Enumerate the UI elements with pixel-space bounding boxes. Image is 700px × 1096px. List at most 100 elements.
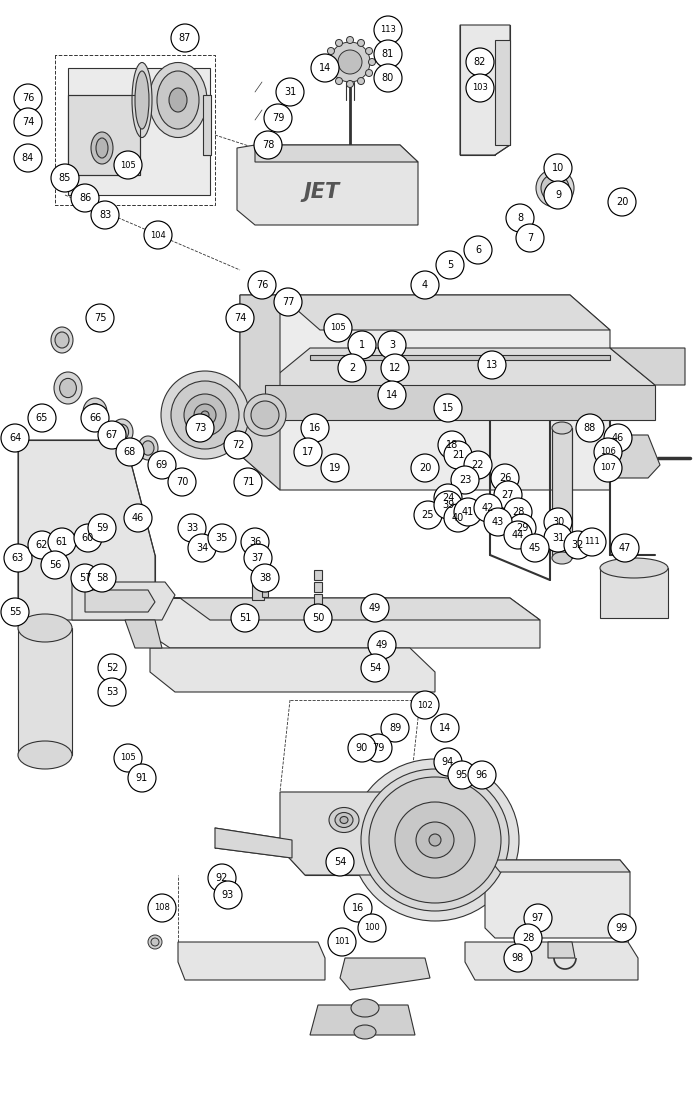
- Ellipse shape: [194, 404, 216, 426]
- Circle shape: [365, 47, 372, 55]
- Circle shape: [491, 464, 519, 492]
- Circle shape: [434, 491, 462, 520]
- Ellipse shape: [550, 183, 560, 193]
- Ellipse shape: [149, 62, 207, 137]
- Polygon shape: [310, 1005, 415, 1035]
- Text: 68: 68: [124, 447, 136, 457]
- Bar: [203, 95, 211, 155]
- Circle shape: [364, 734, 392, 762]
- Circle shape: [524, 904, 552, 932]
- Bar: [314, 582, 322, 592]
- Circle shape: [254, 132, 282, 159]
- Polygon shape: [68, 68, 210, 195]
- Circle shape: [358, 78, 365, 84]
- Text: 20: 20: [419, 463, 431, 473]
- Text: 100: 100: [364, 924, 380, 933]
- Circle shape: [374, 64, 402, 92]
- Circle shape: [294, 438, 322, 466]
- Circle shape: [346, 80, 354, 88]
- Text: 75: 75: [94, 313, 106, 323]
- Circle shape: [328, 69, 335, 77]
- Polygon shape: [610, 349, 685, 385]
- Ellipse shape: [54, 372, 82, 404]
- Circle shape: [338, 50, 362, 75]
- Text: 40: 40: [452, 513, 464, 523]
- Text: 105: 105: [330, 323, 346, 332]
- Circle shape: [544, 181, 572, 209]
- Text: 14: 14: [439, 723, 451, 733]
- Polygon shape: [240, 295, 280, 490]
- Text: 60: 60: [82, 533, 94, 543]
- Text: 16: 16: [352, 903, 364, 913]
- Text: 89: 89: [389, 723, 401, 733]
- Ellipse shape: [351, 760, 519, 921]
- Circle shape: [611, 534, 639, 562]
- Text: 98: 98: [512, 954, 524, 963]
- Text: 39: 39: [442, 500, 454, 510]
- Polygon shape: [125, 620, 162, 648]
- Polygon shape: [600, 568, 668, 618]
- Text: 52: 52: [106, 663, 118, 673]
- Text: 28: 28: [512, 507, 524, 517]
- Text: 10: 10: [552, 163, 564, 173]
- Circle shape: [328, 47, 335, 55]
- Circle shape: [466, 75, 494, 102]
- Ellipse shape: [55, 332, 69, 349]
- Circle shape: [48, 528, 76, 556]
- Circle shape: [521, 534, 549, 562]
- Text: 25: 25: [421, 510, 434, 520]
- Ellipse shape: [157, 71, 199, 129]
- Circle shape: [124, 504, 152, 532]
- Text: 34: 34: [196, 543, 208, 553]
- Circle shape: [91, 201, 119, 229]
- Circle shape: [304, 604, 332, 632]
- Circle shape: [514, 924, 542, 952]
- Text: 5: 5: [447, 260, 453, 270]
- Text: 104: 104: [150, 230, 166, 240]
- Text: 96: 96: [476, 770, 488, 780]
- Circle shape: [326, 848, 354, 876]
- Text: 85: 85: [59, 173, 71, 183]
- Polygon shape: [237, 145, 418, 225]
- Text: 31: 31: [284, 87, 296, 98]
- Circle shape: [504, 498, 532, 526]
- Text: 63: 63: [12, 553, 24, 563]
- Text: 46: 46: [612, 433, 624, 443]
- Circle shape: [451, 466, 479, 494]
- Polygon shape: [72, 582, 175, 620]
- Polygon shape: [340, 958, 430, 990]
- Circle shape: [71, 184, 99, 212]
- Circle shape: [411, 454, 439, 482]
- Text: 14: 14: [319, 62, 331, 73]
- Ellipse shape: [536, 169, 574, 207]
- Circle shape: [51, 164, 79, 192]
- Text: 107: 107: [600, 464, 616, 472]
- Circle shape: [274, 288, 302, 316]
- Circle shape: [361, 594, 389, 623]
- Circle shape: [28, 530, 56, 559]
- Text: 16: 16: [309, 423, 321, 433]
- Text: 21: 21: [452, 450, 464, 460]
- Text: 88: 88: [584, 423, 596, 433]
- Text: 108: 108: [154, 903, 170, 913]
- Circle shape: [224, 431, 252, 459]
- Ellipse shape: [18, 741, 72, 769]
- Polygon shape: [495, 39, 510, 145]
- Text: 19: 19: [329, 463, 341, 473]
- Text: 105: 105: [120, 754, 136, 763]
- Bar: [68, 95, 140, 175]
- Text: 32: 32: [572, 540, 584, 550]
- Ellipse shape: [111, 419, 133, 445]
- Ellipse shape: [132, 62, 152, 137]
- Text: 49: 49: [376, 640, 388, 650]
- Circle shape: [208, 864, 236, 892]
- Circle shape: [431, 713, 459, 742]
- Polygon shape: [280, 295, 610, 330]
- Text: 44: 44: [512, 530, 524, 540]
- Text: 12: 12: [389, 363, 401, 373]
- Polygon shape: [18, 439, 155, 620]
- Text: 1: 1: [359, 340, 365, 350]
- Text: 66: 66: [89, 413, 101, 423]
- Text: 22: 22: [472, 460, 484, 470]
- Text: 74: 74: [234, 313, 246, 323]
